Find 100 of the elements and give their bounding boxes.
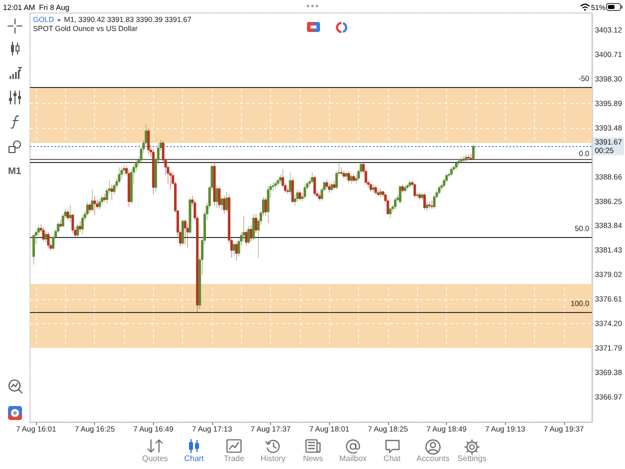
candlestick (414, 183, 416, 198)
candlestick (47, 232, 50, 249)
candlestick (310, 172, 314, 184)
candlestick (152, 148, 155, 195)
candlestick (42, 226, 45, 242)
candlestick (408, 180, 412, 188)
candlestick (128, 170, 130, 208)
candlestick (288, 172, 292, 195)
candlestick (420, 192, 424, 200)
text: M1 (8, 166, 22, 178)
candlestick (418, 192, 421, 200)
candlestick (340, 167, 343, 176)
candlestick (416, 192, 418, 199)
candlestick (462, 156, 465, 162)
candlestick (222, 195, 226, 214)
candlestick (304, 184, 306, 199)
candlestick (372, 184, 374, 193)
candlestick (318, 193, 321, 201)
candlestick (69, 204, 72, 222)
text: Chart (184, 454, 204, 464)
candlestick (352, 174, 355, 183)
candlestick (370, 183, 372, 192)
candlestick (184, 218, 186, 245)
candlestick (457, 158, 460, 166)
candlestick (379, 188, 382, 197)
candlestick (59, 220, 62, 228)
candlestick (298, 190, 302, 201)
candlestick (276, 178, 280, 187)
candlestick (430, 200, 434, 210)
candlestick (455, 160, 458, 170)
candlestick (247, 226, 250, 245)
candlestick (404, 185, 406, 193)
candlestick (296, 189, 299, 202)
text: Accounts (416, 454, 450, 464)
candlestick (472, 144, 475, 160)
candlestick (332, 180, 336, 190)
text: Quotes (142, 454, 168, 464)
candlestick (242, 216, 246, 242)
text: Trade (224, 454, 244, 464)
candlestick (103, 193, 106, 202)
candlestick (438, 185, 440, 195)
candlestick (32, 234, 35, 265)
candlestick (350, 174, 353, 184)
candlestick (398, 185, 402, 204)
candlestick (428, 202, 431, 210)
candlestick (218, 186, 221, 208)
candlestick (91, 189, 94, 212)
candlestick (470, 154, 472, 160)
candlestick (147, 128, 150, 154)
candlestick (376, 189, 380, 197)
candlestick (426, 202, 428, 212)
candlestick (406, 183, 409, 190)
candlestick (216, 185, 218, 208)
candlestick (330, 182, 333, 192)
candlestick (250, 224, 252, 242)
candlestick (279, 174, 282, 184)
candlestick (244, 230, 248, 246)
candlestick (464, 154, 468, 162)
candlestick (274, 181, 277, 189)
text: History (260, 454, 286, 464)
candlestick (181, 218, 184, 246)
candlestick (467, 154, 470, 160)
candlestick (291, 178, 294, 203)
candlestick (93, 195, 96, 216)
candlestick (76, 224, 79, 238)
candlestick (110, 184, 114, 200)
candlestick (433, 194, 436, 210)
candlestick (88, 202, 92, 214)
candlestick (374, 185, 377, 195)
candlestick (44, 231, 48, 243)
candlestick (394, 198, 396, 210)
candlestick (232, 242, 236, 256)
candlestick (66, 210, 70, 220)
candlestick (78, 220, 82, 232)
candlestick (345, 172, 348, 180)
candlestick (188, 198, 192, 234)
candlestick (98, 198, 101, 210)
candlestick (348, 171, 350, 183)
text: Mailbox (339, 454, 367, 464)
candlestick (450, 167, 453, 177)
candlestick (423, 193, 426, 210)
candlestick (328, 183, 331, 193)
candlestick (235, 242, 238, 261)
candlestick (213, 162, 216, 206)
text: Chat (384, 454, 400, 464)
candlestick (254, 214, 258, 234)
candlestick (460, 156, 462, 164)
candlestick (266, 185, 270, 224)
text: Settings (458, 454, 486, 464)
candlestick (81, 214, 84, 234)
candlestick (389, 208, 392, 218)
candlestick (120, 167, 123, 180)
candlestick (313, 175, 316, 196)
candlestick (326, 179, 328, 189)
candlestick (286, 187, 289, 194)
candlestick (220, 196, 224, 210)
candlestick (401, 184, 404, 193)
candlestick (342, 170, 346, 179)
candlestick (252, 214, 255, 241)
candlestick (264, 198, 267, 216)
